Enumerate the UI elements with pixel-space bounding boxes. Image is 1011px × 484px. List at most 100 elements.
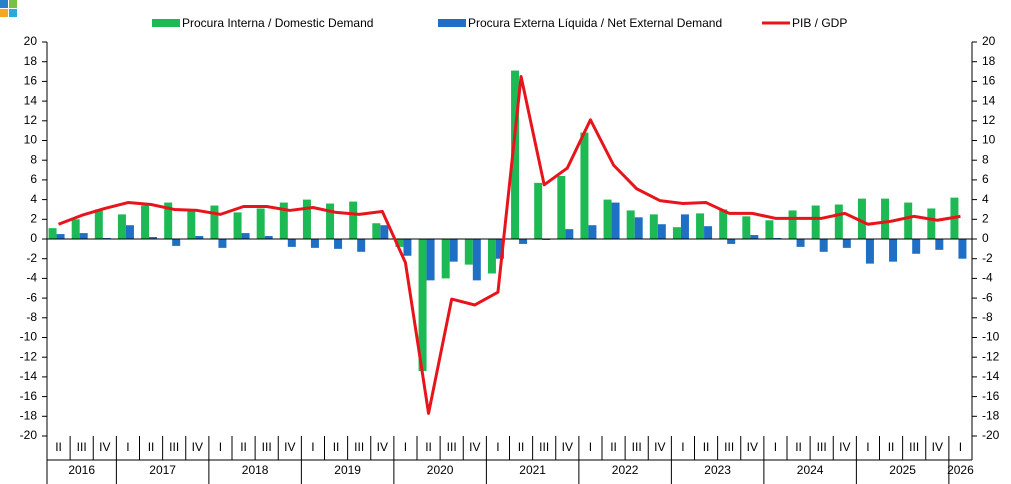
y-tick-label: -18 [20, 408, 38, 422]
bar [634, 217, 643, 239]
bar [195, 236, 204, 239]
legend-label: Procura Interna / Domestic Demand [182, 16, 373, 30]
y2-tick-label: 16 [982, 74, 996, 88]
bar [580, 132, 589, 239]
bar [626, 210, 635, 239]
y-tick-label: 10 [24, 133, 38, 147]
x-tick-label: II [425, 440, 432, 454]
bar [241, 233, 250, 239]
x-tick-label: III [724, 440, 734, 454]
x-tick-label: II [55, 440, 62, 454]
y-tick-label: -20 [20, 428, 38, 442]
bar [264, 236, 273, 239]
bar [256, 208, 265, 239]
x-tick-label: I [126, 440, 129, 454]
bar [765, 220, 774, 239]
y2-tick-label: 18 [982, 54, 996, 68]
bar [310, 239, 319, 248]
bar [788, 210, 797, 239]
x-tick-label: I [496, 440, 499, 454]
x-tick-label: III [539, 440, 549, 454]
bar [881, 198, 890, 239]
y-tick-label: 0 [30, 231, 37, 245]
bar [302, 199, 311, 239]
year-label: 2017 [149, 463, 176, 477]
x-tick-label: I [866, 440, 869, 454]
x-tick-label: III [447, 440, 457, 454]
y-tick-label: 12 [24, 113, 38, 127]
bar [657, 224, 666, 239]
y-tick-label: 20 [24, 34, 38, 48]
y2-tick-label: -4 [982, 271, 993, 285]
bar [511, 70, 520, 239]
bar [218, 239, 227, 248]
x-tick-label: II [610, 440, 617, 454]
x-tick-label: IV [747, 440, 758, 454]
bar [519, 239, 528, 244]
bar [172, 239, 181, 246]
x-tick-label: IV [192, 440, 203, 454]
bar [380, 225, 389, 239]
x-tick-label: III [262, 440, 272, 454]
x-tick-label: II [148, 440, 155, 454]
x-tick-label: IV [932, 440, 943, 454]
bar [796, 239, 805, 247]
x-tick-label: IV [654, 440, 665, 454]
year-label: 2026 [947, 463, 974, 477]
year-label: 2020 [427, 463, 454, 477]
bar [418, 239, 427, 371]
bar [557, 175, 566, 239]
bar [79, 233, 88, 239]
y2-tick-label: -14 [982, 369, 1000, 383]
x-tick-label: I [589, 440, 592, 454]
bar [487, 239, 496, 274]
bar [603, 199, 612, 239]
bar [927, 208, 936, 239]
bar [287, 239, 296, 247]
x-tick-label: II [240, 440, 247, 454]
bar [811, 205, 820, 239]
bar [704, 226, 713, 239]
bar [403, 239, 412, 256]
y-tick-label: -14 [20, 369, 38, 383]
x-tick-label: III [817, 440, 827, 454]
bar [649, 214, 658, 239]
x-tick-label: II [333, 440, 340, 454]
y-tick-label: 2 [30, 211, 37, 225]
year-label: 2021 [519, 463, 546, 477]
y2-tick-label: 2 [982, 211, 989, 225]
bar [904, 202, 913, 239]
year-label: 2018 [242, 463, 269, 477]
x-tick-label: I [774, 440, 777, 454]
x-tick-label: IV [377, 440, 388, 454]
x-tick-label: III [354, 440, 364, 454]
y-tick-label: 18 [24, 54, 38, 68]
x-tick-label: I [219, 440, 222, 454]
y2-tick-label: 6 [982, 172, 989, 186]
bar [56, 234, 65, 239]
x-tick-label: II [703, 440, 710, 454]
y-tick-label: -12 [20, 349, 38, 363]
bar [357, 239, 366, 252]
y2-tick-label: 8 [982, 152, 989, 166]
bar [819, 239, 828, 252]
y2-tick-label: -6 [982, 290, 993, 304]
y-tick-label: -8 [26, 310, 37, 324]
bar [164, 202, 173, 239]
x-tick-label: IV [284, 440, 295, 454]
bar [117, 214, 126, 239]
bar [210, 205, 219, 239]
bar [719, 209, 728, 239]
y2-tick-label: 20 [982, 34, 996, 48]
bar [141, 205, 150, 239]
y2-tick-label: -16 [982, 389, 1000, 403]
bar [834, 204, 843, 239]
bar [187, 211, 196, 239]
bar [680, 214, 689, 239]
bar [857, 198, 866, 239]
legend-swatch [152, 19, 180, 27]
bar [495, 239, 504, 259]
y-tick-label: -16 [20, 389, 38, 403]
x-tick-label: I [959, 440, 962, 454]
